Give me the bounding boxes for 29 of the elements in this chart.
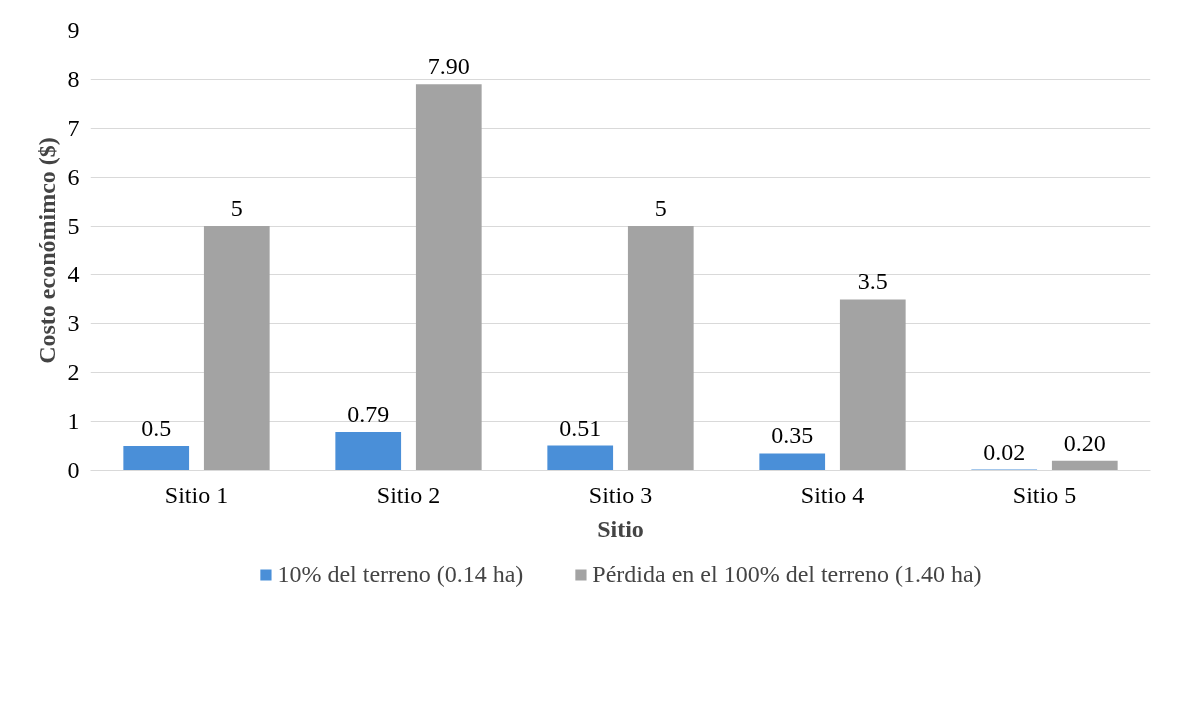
y-tick-label: 4 xyxy=(67,261,80,288)
data-label: 5 xyxy=(230,195,243,222)
y-tick-label: 0 xyxy=(67,457,80,483)
legend-label: Pérdida en el 100% del terreno (1.40 ha) xyxy=(592,560,982,588)
y-tick-label: 7 xyxy=(67,114,80,141)
x-tick-label: Sitio 2 xyxy=(376,481,441,508)
data-label: 0.51 xyxy=(559,414,602,441)
y-tick-label: 5 xyxy=(67,212,80,239)
data-label: 0.20 xyxy=(1063,429,1106,456)
legend-label: 10% del terreno (0.14 ha) xyxy=(277,560,524,588)
data-label: 0.02 xyxy=(983,438,1026,465)
x-tick-label: Sitio 1 xyxy=(164,481,229,508)
x-tick-label: Sitio 3 xyxy=(588,481,653,508)
y-tick-label: 6 xyxy=(67,163,80,190)
y-tick-label: 1 xyxy=(67,408,80,435)
data-label: 3.5 xyxy=(857,268,888,295)
y-tick-label: 8 xyxy=(67,65,80,92)
y-axis-title: Costo económimco ($) xyxy=(33,137,60,364)
y-tick-label: 2 xyxy=(67,359,80,386)
data-label: 5 xyxy=(654,195,667,222)
x-axis-title: Sitio xyxy=(597,515,644,542)
data-label: 7.90 xyxy=(427,53,470,80)
x-tick-label: Sitio 4 xyxy=(800,481,865,508)
data-label: 0.5 xyxy=(141,415,172,442)
y-tick-label: 3 xyxy=(67,310,80,337)
data-label: 0.79 xyxy=(347,400,390,427)
data-label: 0.35 xyxy=(771,422,814,449)
x-tick-label: Sitio 5 xyxy=(1012,481,1077,508)
y-tick-label: 9 xyxy=(67,17,80,43)
